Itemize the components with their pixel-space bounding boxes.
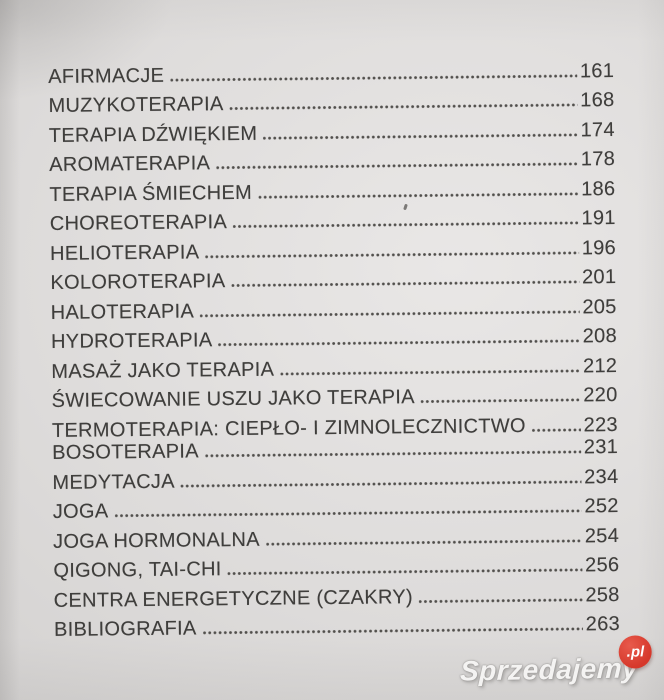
dot-leader xyxy=(200,309,580,317)
toc-entry-page-number: 256 xyxy=(584,554,620,577)
dot-leader xyxy=(114,509,582,518)
toc-entry-page-number: 186 xyxy=(581,177,616,200)
toc-entry-title: MUZYKOTERAPIA xyxy=(48,93,224,117)
toc-entry-title: BIBLIOGRAFIA xyxy=(53,617,197,641)
toc-entry-title: CENTRA ENERGETYCZNE (CZAKRY) xyxy=(53,585,413,612)
dot-leader xyxy=(418,597,583,603)
toc-entry-page-number: 258 xyxy=(585,583,620,606)
dot-leader xyxy=(265,538,582,546)
toc-list: AFIRMACJE 161 MUZYKOTERAPIA 168 TERAPIA … xyxy=(48,51,621,641)
dot-leader xyxy=(170,73,577,82)
toc-entry-title: KOLOROTERAPIA xyxy=(50,270,226,294)
watermark-pl-badge: .pl xyxy=(618,635,652,669)
toc-entry-page-number: 205 xyxy=(582,295,617,318)
toc-entry-page-number: 234 xyxy=(584,465,619,488)
toc-entry-page-number: 231 xyxy=(583,436,619,459)
dot-leader xyxy=(180,479,582,488)
toc-entry-title: HELIOTERAPIA xyxy=(49,240,200,265)
toc-entry-page-number: 212 xyxy=(582,354,618,377)
dot-leader xyxy=(229,103,578,111)
toc-entry-title: AROMATERAPIA xyxy=(49,152,211,176)
toc-entry-title: TERAPIA DŹWIĘKIEM xyxy=(48,122,258,147)
toc-entry-page-number: 201 xyxy=(581,266,617,289)
dot-leader xyxy=(233,221,579,229)
toc-entry-title: MEDYTACJA xyxy=(52,470,175,494)
toc-entry-page-number: 191 xyxy=(581,207,616,230)
toc-entry-page-number: 161 xyxy=(579,59,615,82)
watermark-brand-text: Sprzedajemy xyxy=(459,652,639,687)
dot-leader xyxy=(263,132,578,140)
toc-entry-page-number: 208 xyxy=(582,325,618,348)
toc-entry-page-number: 178 xyxy=(580,148,616,171)
toc-entry-title: JOGA xyxy=(52,500,109,523)
watermark-sprzedajemy: Sprzedajemy .pl xyxy=(459,635,652,687)
toc-entry-title: HYDROTERAPIA xyxy=(50,329,213,353)
dot-leader xyxy=(202,627,583,635)
toc-entry-title: CHOREOTERAPIA xyxy=(49,211,228,235)
dot-leader xyxy=(280,368,581,376)
dot-leader xyxy=(218,339,580,347)
dot-leader xyxy=(216,162,578,170)
toc-entry-title: TERAPIA ŚMIECHEM xyxy=(49,181,253,206)
toc-entry-title: ŚWIECOWANIE USZU JAKO TERAPIA xyxy=(51,386,415,412)
toc-entry-title: MASAŻ JAKO TERAPIA xyxy=(51,358,275,383)
dot-leader xyxy=(258,191,579,199)
toc-entry-page-number: 263 xyxy=(585,613,621,636)
toc-entry-title: QIGONG, TAI-CHI xyxy=(53,558,222,582)
toc-entry-page-number: 220 xyxy=(583,384,618,407)
toc-entry-page-number: 168 xyxy=(580,89,615,112)
dot-leader xyxy=(205,250,579,258)
dot-leader xyxy=(231,280,580,288)
toc-entry-title: AFIRMACJE xyxy=(48,64,165,88)
toc-entry-title: TERMOTERAPIA: CIEPŁO- I ZIMNOLECZNICTWO xyxy=(51,414,526,442)
toc-entry-page-number: 223 xyxy=(583,413,619,436)
watermark-tld-text: .pl xyxy=(626,643,645,661)
dot-leader xyxy=(227,568,583,576)
toc-entry-page-number: 252 xyxy=(584,495,619,518)
toc-entry-page-number: 196 xyxy=(581,236,617,259)
toc-entry-title: JOGA HORMONALNA xyxy=(52,528,260,553)
dot-leader xyxy=(531,427,581,432)
toc-entry-title: BOSOTERAPIA xyxy=(52,440,199,464)
dot-leader xyxy=(420,398,581,404)
dot-leader xyxy=(204,450,581,458)
toc-entry-title: HALOTERAPIA xyxy=(50,299,195,324)
toc-entry-page-number: 174 xyxy=(580,118,615,141)
toc-entry-page-number: 254 xyxy=(584,524,620,547)
